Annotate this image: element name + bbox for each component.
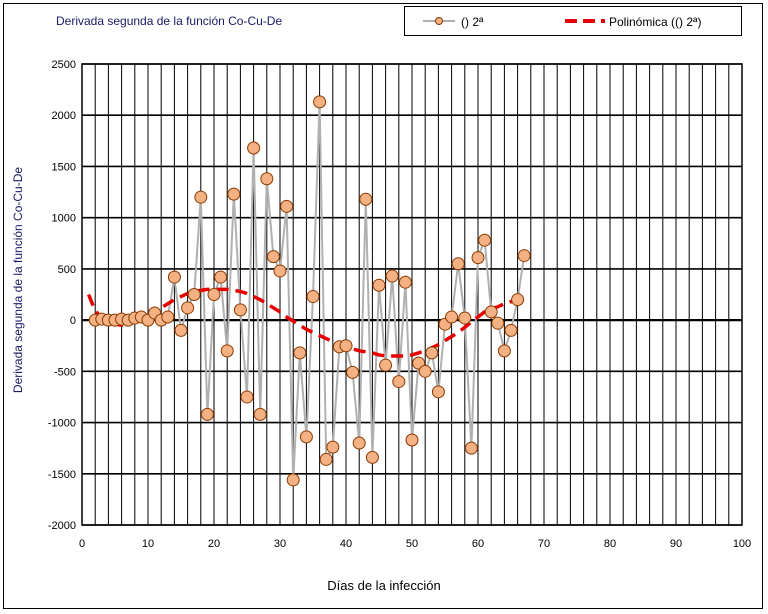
- x-tick-label: 20: [208, 538, 220, 550]
- series-1-point: [445, 310, 459, 324]
- series-1-point: [194, 190, 208, 204]
- series-1-point: [398, 275, 412, 289]
- legend-swatches: [423, 17, 605, 25]
- series-1-point: [425, 346, 439, 360]
- x-tick-label: 70: [538, 538, 550, 550]
- y-tick-label: -1500: [48, 469, 76, 481]
- x-tick-label: 60: [472, 538, 484, 550]
- series-1-point: [392, 375, 406, 389]
- legend-label-series-2: Polinómica (() 2ª): [609, 15, 702, 29]
- x-tick-label: 30: [274, 538, 286, 550]
- y-tick-label: -500: [54, 366, 76, 378]
- series-1-point: [385, 269, 399, 283]
- chart-title: Derivada segunda de la función Co-Cu-De: [56, 14, 283, 28]
- x-tick-label: 90: [670, 538, 682, 550]
- y-tick-label: 500: [58, 264, 76, 276]
- series-1-point: [346, 365, 360, 379]
- series-1-point: [161, 310, 175, 324]
- series-1-point: [352, 436, 366, 450]
- series-1-point: [405, 433, 419, 447]
- legend-label-series-1: () 2ª: [461, 15, 484, 29]
- series-1-point: [431, 385, 445, 399]
- series-1-point: [365, 450, 379, 464]
- series-1-point: [372, 278, 386, 292]
- series-1-point: [504, 323, 518, 337]
- series-1-point: [511, 293, 525, 307]
- series-1-point: [326, 440, 340, 454]
- series-1-point: [458, 311, 472, 325]
- series-1-point: [253, 407, 267, 421]
- series-1-point: [233, 303, 247, 317]
- series-1-point: [273, 264, 287, 278]
- series-1-point: [451, 257, 465, 271]
- series-1-point: [293, 346, 307, 360]
- x-axis-label: Días de la infección: [327, 578, 441, 593]
- series-1-point: [379, 358, 393, 372]
- x-tick-label: 0: [79, 538, 85, 550]
- series-1-point: [339, 339, 353, 353]
- x-tick-label: 40: [340, 538, 352, 550]
- x-tick-label: 50: [406, 538, 418, 550]
- y-tick-label: 2000: [52, 110, 76, 122]
- y-tick-label: -1000: [48, 418, 76, 430]
- series-1-point: [478, 233, 492, 247]
- x-tick-label: 80: [604, 538, 616, 550]
- series-1-point: [247, 141, 261, 155]
- x-tick-label: 100: [733, 538, 751, 550]
- series-1-point: [319, 452, 333, 466]
- series-1-point: [240, 390, 254, 404]
- series-1-point: [306, 290, 320, 304]
- x-tick-label: 10: [142, 538, 154, 550]
- series-1-point: [220, 344, 234, 358]
- series-1-point: [299, 430, 313, 444]
- series-1-point: [200, 407, 214, 421]
- series-1-point: [214, 270, 228, 284]
- series-1-point: [174, 323, 188, 337]
- plot-border: [81, 63, 743, 526]
- series-1-point: [260, 172, 274, 186]
- series-1-point: [280, 199, 294, 213]
- y-tick-label: 1500: [52, 161, 76, 173]
- series-1-point: [491, 316, 505, 330]
- chart-legend: () 2ª Polinómica (() 2ª): [404, 6, 742, 36]
- y-axis-label: Derivada segunda de la función Co-Cu-De: [11, 166, 25, 394]
- series-1-point: [471, 251, 485, 265]
- y-tick-label: 0: [70, 315, 76, 327]
- y-tick-label: 2500: [52, 59, 76, 71]
- series-1-point: [181, 301, 195, 315]
- series-1-point: [497, 344, 511, 358]
- series-1-point: [187, 288, 201, 301]
- series-1-point: [167, 270, 181, 284]
- y-tick-label: 1000: [52, 213, 76, 225]
- legend-swatch-series-1-marker: [435, 17, 443, 25]
- series-1-point: [227, 187, 241, 201]
- series-1-point: [266, 250, 280, 264]
- series-1-point: [517, 249, 531, 263]
- series-1-point: [484, 305, 498, 319]
- series-1-point: [313, 95, 327, 109]
- series-1-point: [464, 441, 478, 455]
- series-1-point: [359, 192, 373, 206]
- series-1-point: [286, 473, 300, 487]
- y-tick-label: -2000: [48, 520, 76, 532]
- series-2-trendline: [86, 287, 525, 358]
- series-1-point: [418, 364, 432, 378]
- series-1-point: [207, 288, 221, 301]
